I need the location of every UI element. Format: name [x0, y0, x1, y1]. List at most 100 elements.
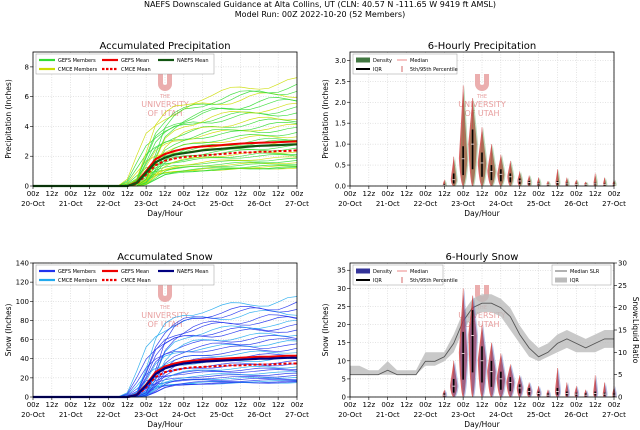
watermark-line-3: OF UTAH	[464, 109, 499, 118]
header-line-2: Model Run: 00Z 2022-10-20 (52 Members)	[234, 10, 406, 19]
x-tick-label: 12z	[272, 190, 285, 198]
violin	[487, 144, 497, 186]
x-day-label: 21-Oct	[376, 200, 400, 208]
legend-label: IQR	[373, 67, 382, 73]
y2-axis-label: Snow:Liquid Ratio	[631, 297, 640, 364]
x-tick-label: 00z	[381, 190, 394, 198]
plot-area	[33, 263, 297, 397]
x-tick-label: 00z	[27, 401, 40, 409]
legend-label: 5th/95th Percentile	[410, 67, 458, 73]
x-day-label: 25-Oct	[210, 200, 234, 208]
x-tick-label: 12z	[83, 190, 96, 198]
x-day-label: 22-Oct	[414, 200, 438, 208]
x-axis-label: Day/Hour	[147, 420, 183, 429]
x-tick-label: 12z	[400, 401, 413, 409]
y-tick-label: 2.0	[335, 99, 346, 107]
violin	[593, 173, 598, 186]
x-tick-label: 00z	[215, 190, 228, 198]
x-day-label: 20-Oct	[338, 200, 362, 208]
block-u-icon	[158, 285, 172, 302]
violin	[584, 389, 589, 398]
x-day-label: 27-Oct	[602, 411, 626, 419]
violin	[458, 288, 469, 397]
x-day-label: 21-Oct	[59, 411, 83, 419]
x-tick-label: 00z	[532, 190, 545, 198]
x-day-label: 24-Oct	[489, 200, 513, 208]
legend-label: NAEFS Mean	[177, 269, 209, 275]
y-tick-label: 1.0	[335, 141, 346, 149]
y-tick-label: 15	[337, 339, 346, 347]
x-tick-label: 00z	[102, 401, 115, 409]
violin	[450, 360, 459, 397]
cmce-mean-line	[33, 149, 298, 187]
x-day-label: 21-Oct	[376, 411, 400, 419]
watermark-line-2: UNIVERSITY	[141, 100, 189, 109]
watermark-line-1: THE	[159, 305, 170, 311]
y-tick-label: 6	[25, 93, 30, 101]
y-tick-label: 5	[342, 375, 346, 383]
violin	[468, 98, 478, 186]
panel-title: Accumulated Precipitation	[99, 41, 230, 52]
violin	[564, 382, 570, 397]
x-tick-label: 12z	[234, 401, 247, 409]
x-tick-label: 00z	[344, 401, 357, 409]
x-tick-label: 12z	[121, 190, 134, 198]
x-tick-label: 00z	[64, 190, 77, 198]
x-day-label: 22-Oct	[414, 411, 438, 419]
violin	[477, 127, 488, 186]
legend-label: CMCE Members	[58, 67, 98, 73]
y2-tick-label: 0	[618, 394, 622, 402]
y-tick-label: 0	[25, 394, 29, 402]
legend-swatch	[356, 268, 370, 274]
violin-body-overlay	[497, 353, 507, 397]
y-tick-label: 25	[337, 303, 346, 311]
x-tick-label: 00z	[291, 190, 304, 198]
y-tick-label: 2	[25, 153, 29, 161]
block-u-icon	[158, 74, 172, 91]
x-axis-label: Day/Hour	[147, 209, 183, 218]
x-tick-label: 12z	[46, 190, 59, 198]
y-axis-label: Precipitation (Inches)	[321, 79, 330, 159]
x-tick-label: 00z	[495, 190, 508, 198]
legend-label: NAEFS Mean	[177, 58, 209, 64]
legend-box	[352, 264, 444, 286]
x-tick-label: 12z	[589, 190, 602, 198]
cmce-mean-line	[33, 362, 297, 398]
x-tick-label: 12z	[551, 401, 564, 409]
watermark-line-3: OF UTAH	[147, 109, 182, 118]
violin	[477, 324, 488, 397]
legend-label: GEFS Mean	[121, 58, 149, 64]
x-day-label: 25-Oct	[527, 411, 551, 419]
y-tick-label: 20	[20, 374, 29, 382]
x-tick-label: 00z	[178, 190, 191, 198]
x-tick-label: 12z	[272, 401, 285, 409]
legend-label: GEFS Mean	[121, 269, 149, 275]
violin	[565, 177, 570, 186]
violin	[602, 382, 608, 397]
x-day-label: 21-Oct	[59, 200, 83, 208]
y2-tick-label: 25	[618, 282, 627, 290]
watermark-line-2: UNIVERSITY	[141, 311, 189, 320]
x-tick-label: 12z	[400, 190, 413, 198]
violin-body-overlay	[460, 85, 469, 186]
violin	[574, 386, 580, 397]
violin	[603, 177, 608, 187]
violin	[546, 180, 551, 187]
y-tick-label: 0.5	[335, 162, 346, 170]
legend-label: IQR	[373, 278, 382, 284]
x-day-label: 20-Oct	[21, 411, 45, 419]
violin	[517, 171, 524, 186]
x-day-label: 20-Oct	[21, 200, 45, 208]
x-tick-label: 12z	[196, 190, 209, 198]
violin	[487, 342, 497, 397]
violin-body-overlay	[460, 288, 469, 397]
x-tick-label: 12z	[551, 190, 564, 198]
watermark-line-1: THE	[476, 94, 487, 100]
violin	[496, 353, 507, 397]
x-day-label: 22-Oct	[97, 200, 121, 208]
x-tick-label: 00z	[344, 190, 357, 198]
y-tick-label: 0.0	[335, 183, 346, 191]
legend-label: Density	[373, 269, 392, 275]
x-tick-label: 00z	[178, 401, 191, 409]
x-axis-label: Day/Hour	[464, 209, 500, 218]
